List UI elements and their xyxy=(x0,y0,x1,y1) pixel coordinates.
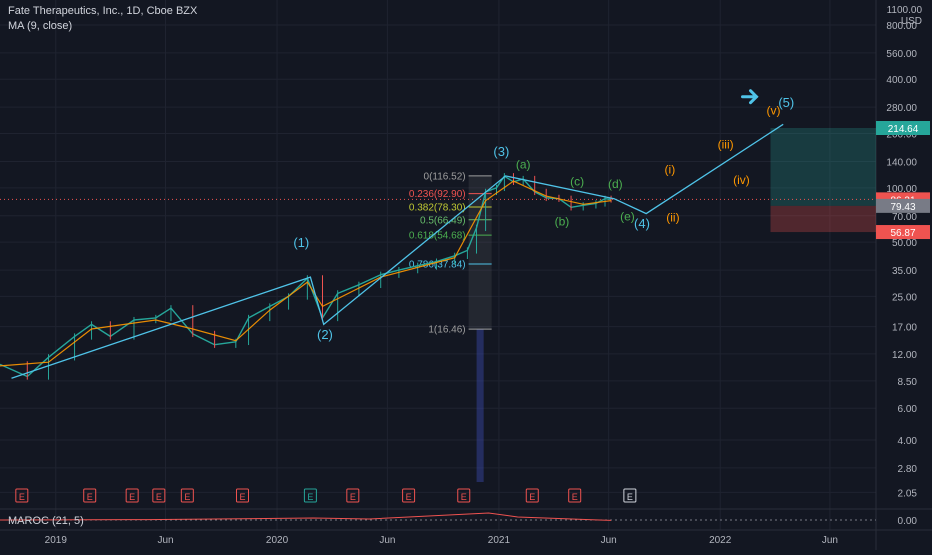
earnings-marker xyxy=(457,488,471,503)
fib-level-label: 0.618(54.68) xyxy=(409,231,466,242)
y-tick-label: 25.00 xyxy=(892,292,917,303)
y-tick-label: 70.00 xyxy=(892,212,917,223)
price-label-text: 56.87 xyxy=(890,228,915,239)
y-tick-label: 8.50 xyxy=(898,377,918,388)
wave-label: (c) xyxy=(570,175,584,189)
volume-highlight-bar xyxy=(476,329,484,482)
wave-label: (a) xyxy=(516,157,531,171)
earnings-marker xyxy=(15,488,29,503)
earnings-marker-label: E xyxy=(129,492,135,502)
earnings-marker-label: E xyxy=(572,492,578,502)
x-tick-label: 2021 xyxy=(488,535,511,546)
earnings-marker-label: E xyxy=(529,492,535,502)
maroc-line xyxy=(0,512,612,521)
ma-legend[interactable]: MA (9, close) xyxy=(8,20,73,32)
maroc-legend[interactable]: MAROC (21, 5) xyxy=(8,515,84,527)
arrow-right-icon xyxy=(741,89,759,105)
earnings-marker xyxy=(346,488,360,503)
x-tick-label: Jun xyxy=(157,535,173,546)
earnings-marker xyxy=(568,488,582,503)
y-tick-label: 35.00 xyxy=(892,266,917,277)
y-tick-label: 200.00 xyxy=(886,130,917,141)
wave-label: (e) xyxy=(620,209,635,223)
y-tick-label: 6.00 xyxy=(898,404,918,415)
earnings-marker-label: E xyxy=(461,492,467,502)
earnings-marker-label: E xyxy=(350,492,356,502)
price-label-text: 214.64 xyxy=(888,124,919,135)
y-tick-label: 280.00 xyxy=(886,103,917,114)
x-tick-label: Jun xyxy=(379,535,395,546)
elliott-wave-path xyxy=(11,123,784,379)
wave-label: (5) xyxy=(778,95,794,110)
earnings-marker-label: E xyxy=(19,492,25,502)
earnings-marker xyxy=(152,488,166,503)
earnings-marker xyxy=(623,488,637,503)
earnings-marker-label: E xyxy=(87,492,93,502)
y-tick-label: 12.00 xyxy=(892,350,917,361)
earnings-marker-label: E xyxy=(239,492,245,502)
wave-label: (iv) xyxy=(733,173,750,187)
wave-label: (4) xyxy=(634,216,650,231)
y-tick-label: 800.00 xyxy=(886,21,917,32)
wave-label: (1) xyxy=(293,235,309,250)
fib-level-label: 0.5(66.49) xyxy=(420,215,466,226)
y-tick-label: 100.00 xyxy=(886,184,917,195)
earnings-marker-label: E xyxy=(307,492,313,502)
currency-unit: USD xyxy=(900,16,922,27)
earnings-marker xyxy=(83,488,97,503)
x-tick-label: Jun xyxy=(601,535,617,546)
fib-level-label: 1(16.46) xyxy=(428,325,465,336)
wave-label: (v) xyxy=(767,104,781,118)
y-tick-label: 50.00 xyxy=(892,238,917,249)
maroc-axis-tick: 0.00 xyxy=(898,516,918,527)
position-target-zone xyxy=(770,128,876,206)
price-series-line xyxy=(0,175,612,378)
wave-label: (2) xyxy=(317,327,333,342)
price-label-badge xyxy=(876,225,930,240)
price-label-badge xyxy=(876,121,930,136)
currency-top-tick: 1100.00 xyxy=(886,5,922,16)
y-tick-label: 400.00 xyxy=(886,75,917,86)
earnings-marker-label: E xyxy=(627,492,633,502)
price-label-text: 79.43 xyxy=(890,202,915,213)
x-tick-label: Jun xyxy=(822,535,838,546)
y-tick-label: 140.00 xyxy=(886,157,917,168)
x-tick-label: 2020 xyxy=(266,535,289,546)
currency-label: 1100.00 USD xyxy=(887,5,922,27)
y-tick-label: 17.00 xyxy=(892,323,917,334)
earnings-marker xyxy=(402,488,416,503)
earnings-marker xyxy=(525,488,539,503)
position-stop-zone xyxy=(770,205,876,233)
x-tick-label: 2022 xyxy=(709,535,732,546)
x-tick-label: 2019 xyxy=(45,535,68,546)
wave-label: (d) xyxy=(608,177,623,191)
y-tick-label: 560.00 xyxy=(886,49,917,60)
earnings-marker xyxy=(303,488,317,503)
fib-level-label: 0.382(78.30) xyxy=(409,202,466,213)
y-tick-label: 4.00 xyxy=(898,436,918,447)
fib-level-label: 0.236(92.90) xyxy=(409,189,466,200)
fib-level-label: 0.786(37.84) xyxy=(409,259,466,270)
earnings-marker-label: E xyxy=(184,492,190,502)
chart-title: Fate Therapeutics, Inc., 1D, Cboe BZX xyxy=(8,5,198,17)
wave-label: (b) xyxy=(555,214,570,228)
wave-label: (ii) xyxy=(666,211,679,225)
earnings-marker-label: E xyxy=(406,492,412,502)
wave-label: (iii) xyxy=(718,138,734,152)
y-tick-label: 2.05 xyxy=(898,488,918,499)
wave-label: (i) xyxy=(665,163,676,177)
price-label-badge xyxy=(876,198,930,213)
earnings-marker xyxy=(125,488,139,503)
earnings-marker xyxy=(235,488,249,503)
fib-level-label: 0(116.52) xyxy=(424,171,466,182)
wave-label: (3) xyxy=(493,144,509,159)
y-tick-label: 2.80 xyxy=(898,464,918,475)
earnings-marker xyxy=(180,488,194,503)
earnings-marker-label: E xyxy=(156,492,162,502)
